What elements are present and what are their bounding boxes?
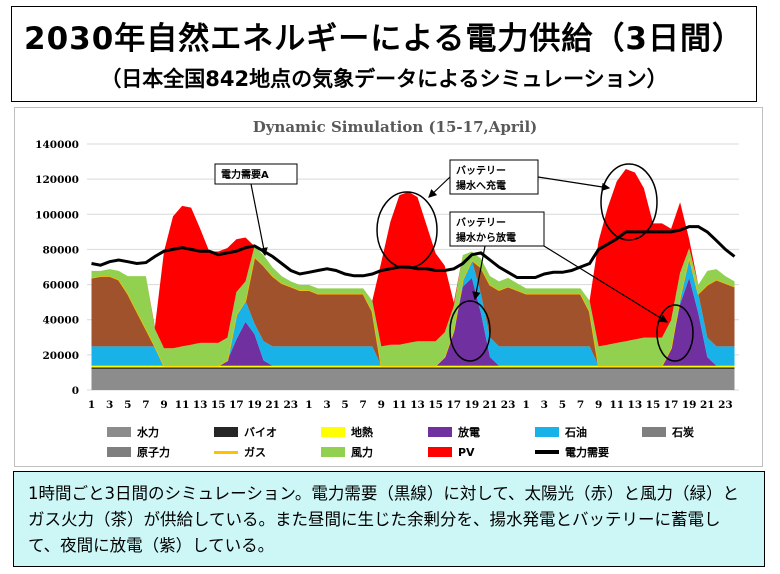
annotation-arrow <box>472 245 486 301</box>
y-tick-label: 120000 <box>35 174 79 186</box>
x-tick-label: 1 <box>523 399 530 411</box>
x-tick-label: 11 <box>175 399 190 411</box>
x-tick-label: 15 <box>646 399 661 411</box>
legend-label: 電力需要 <box>565 445 609 459</box>
highlight-circle <box>449 300 491 362</box>
x-tick-label: 1 <box>305 399 312 411</box>
y-tick-label: 80000 <box>42 244 79 256</box>
x-tick-label: 5 <box>124 399 131 411</box>
area-series <box>91 256 735 366</box>
area-series <box>91 367 735 369</box>
x-tick-label: 23 <box>283 399 298 411</box>
legend-label: 石油 <box>564 425 587 439</box>
annotation-discharge-text: 揚水から放電 <box>456 231 516 244</box>
legend-swatch <box>214 451 238 454</box>
highlight-circle <box>600 163 658 241</box>
legend-label: 放電 <box>457 425 480 439</box>
annotation-charge-text: バッテリー <box>456 165 506 177</box>
x-tick-label: 17 <box>229 399 244 411</box>
x-tick-label: 7 <box>142 399 149 411</box>
x-tick-label: 13 <box>193 399 208 411</box>
annotation-discharge-text: バッテリー <box>456 217 506 229</box>
legend-swatch <box>428 447 452 457</box>
x-tick-label: 11 <box>392 399 407 411</box>
legend-swatch <box>107 427 131 437</box>
annotation-arrow <box>537 176 611 192</box>
x-tick-label: 19 <box>247 399 262 411</box>
annotation-demand <box>214 163 298 185</box>
legend-swatch <box>428 427 452 437</box>
x-tick-label: 21 <box>483 399 498 411</box>
y-tick-label: 140000 <box>35 139 79 151</box>
area-series <box>91 368 735 390</box>
highlight-circle <box>376 191 438 269</box>
x-tick-label: 13 <box>410 399 425 411</box>
legend-swatch <box>535 450 559 454</box>
legend-swatch <box>535 427 559 437</box>
x-tick-label: 1 <box>88 399 95 411</box>
x-tick-label: 17 <box>446 399 461 411</box>
x-tick-label: 5 <box>559 399 566 411</box>
x-tick-label: 21 <box>265 399 280 411</box>
annotation-charge-text: 揚水へ充電 <box>456 179 506 192</box>
y-tick-label: 40000 <box>42 315 79 327</box>
x-tick-label: 3 <box>541 399 548 411</box>
annotation-charge <box>449 159 539 195</box>
x-tick-label: 9 <box>378 399 385 411</box>
legend-label: 石炭 <box>671 425 694 439</box>
x-tick-label: 9 <box>160 399 167 411</box>
x-tick-label: 5 <box>341 399 348 411</box>
legend-swatch <box>214 427 238 437</box>
legend-label: PV <box>458 446 475 459</box>
chart-container: Dynamic Simulation (15-17,April) 0 20000 4… <box>14 107 763 467</box>
page-subtitle: （日本全国842地点の気象データによるシミュレーション） <box>100 67 668 91</box>
legend-label: 風力 <box>351 445 373 459</box>
chart-title: Dynamic Simulation (15-17,April) <box>253 118 538 136</box>
annotation-arrow <box>428 176 451 198</box>
annotation-discharge <box>449 211 545 247</box>
x-tick-label: 9 <box>595 399 602 411</box>
y-tick-label: 100000 <box>35 209 79 221</box>
annotation-demand-text: 電力需要A <box>221 168 269 181</box>
page-title: 2030年自然エネルギーによる電力供給（3日間） <box>24 21 744 57</box>
legend-label: 地熱 <box>351 425 373 439</box>
title-box: 2030年自然エネルギーによる電力供給（3日間） （日本全国842地点の気象デー… <box>11 6 757 102</box>
x-tick-label: 3 <box>106 399 113 411</box>
x-tick-label: 7 <box>577 399 584 411</box>
x-tick-label: 15 <box>211 399 226 411</box>
area-series <box>91 365 735 368</box>
caption-text: 1時間ごと3日間のシミュレーション。電力需要（黒線）に対して、太陽光（赤）と風力… <box>28 484 740 555</box>
legend-label: 水力 <box>137 425 159 439</box>
legend-swatch <box>642 427 666 437</box>
area-series <box>91 256 735 366</box>
x-tick-label: 21 <box>700 399 715 411</box>
x-tick-label: 19 <box>465 399 480 411</box>
x-tick-label: 3 <box>323 399 330 411</box>
legend-label: 原子力 <box>137 445 170 459</box>
annotation-arrow <box>250 183 268 257</box>
stacked-area-chart: Dynamic Simulation (15-17,April) 0 20000 4… <box>35 118 739 459</box>
area-series <box>91 277 735 366</box>
legend-label: ガス <box>244 445 266 459</box>
legend-swatch <box>321 427 345 437</box>
x-tick-label: 7 <box>360 399 367 411</box>
highlight-circle <box>656 304 694 362</box>
annotation-arrow <box>543 245 669 323</box>
x-tick-label: 13 <box>628 399 643 411</box>
x-tick-label: 11 <box>609 399 624 411</box>
x-tick-label: 19 <box>682 399 697 411</box>
x-tick-label: 17 <box>664 399 679 411</box>
area-series <box>91 169 735 349</box>
x-tick-label: 23 <box>501 399 516 411</box>
y-tick-label: 60000 <box>42 280 79 292</box>
y-tick-label: 0 <box>72 385 79 397</box>
y-tick-label: 20000 <box>42 350 79 362</box>
x-tick-label: 15 <box>428 399 443 411</box>
caption-box: 1時間ごと3日間のシミュレーション。電力需要（黒線）に対して、太陽光（赤）と風力… <box>13 471 765 567</box>
legend-swatch <box>107 447 131 457</box>
legend-swatch <box>321 447 345 457</box>
legend-label: バイオ <box>244 426 277 439</box>
x-tick-label: 23 <box>718 399 733 411</box>
